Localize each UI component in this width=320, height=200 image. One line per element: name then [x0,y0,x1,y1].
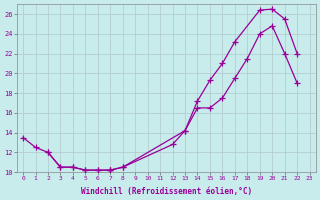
X-axis label: Windchill (Refroidissement éolien,°C): Windchill (Refroidissement éolien,°C) [81,187,252,196]
